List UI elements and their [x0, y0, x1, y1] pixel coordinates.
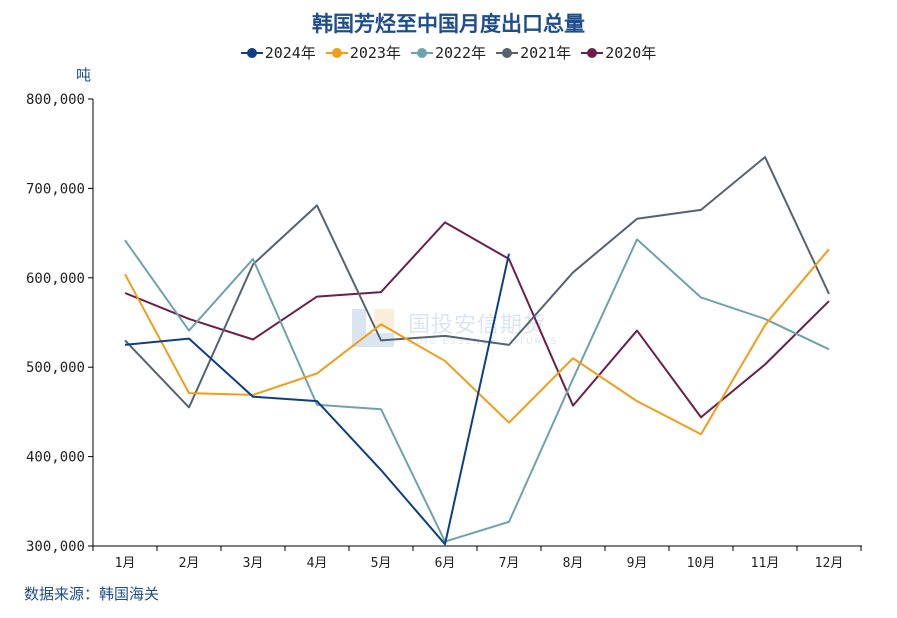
x-tick-label: 6月 — [435, 556, 456, 571]
chart-legend: 2024年 2023年 2022年 2021年 2020年 — [0, 42, 897, 63]
series-line-2022年 — [124, 238, 830, 543]
legend-item: 2022年 — [410, 42, 487, 63]
data-source-note: 数据来源：韩国海关 — [24, 585, 160, 603]
y-tick-label: 300,000 — [26, 539, 85, 555]
x-tick-label: 4月 — [307, 556, 328, 571]
y-tick-label: 400,000 — [26, 450, 85, 466]
legend-swatch — [410, 47, 433, 59]
y-tick-label: 500,000 — [26, 360, 85, 376]
x-tick-label: 1月 — [115, 556, 136, 571]
x-tick-label: 8月 — [563, 556, 584, 571]
x-tick-label: 10月 — [687, 556, 716, 571]
x-tick-label: 2月 — [179, 556, 200, 571]
legend-item: 2020年 — [581, 42, 656, 63]
x-tick-label: 12月 — [815, 556, 844, 571]
x-tick-label: 3月 — [243, 556, 264, 571]
y-tick-label: 700,000 — [26, 181, 85, 197]
legend-swatch — [325, 47, 348, 59]
watermark-text-cn: 国投安信期货 — [408, 313, 547, 338]
legend-item: 2023年 — [325, 42, 401, 63]
y-tick-label: 600,000 — [26, 271, 85, 287]
legend-label: 2023年 — [349, 44, 401, 62]
x-tick-label: 7月 — [499, 556, 520, 571]
chart-title: 韩国芳烃至中国月度出口总量 — [312, 12, 585, 36]
x-tick-label: 11月 — [751, 556, 780, 571]
x-tick-label: 5月 — [371, 556, 392, 571]
legend-label: 2020年 — [605, 44, 657, 62]
legend-item: 2021年 — [496, 42, 571, 63]
x-tick-label: 9月 — [627, 556, 648, 571]
legend-swatch — [581, 47, 604, 59]
series-line-2021年 — [124, 156, 830, 409]
legend-swatch — [496, 47, 519, 59]
legend-label: 2021年 — [520, 44, 572, 62]
y-tick-label: 800,000 — [26, 92, 85, 108]
y-axis-unit: 吨 — [76, 66, 92, 84]
legend-label: 2024年 — [264, 44, 316, 62]
series-line-2023年 — [124, 248, 830, 436]
legend-item: 2024年 — [240, 42, 316, 63]
series-line-2020年 — [124, 221, 830, 419]
legend-swatch — [240, 47, 263, 59]
legend-label: 2022年 — [434, 44, 487, 62]
